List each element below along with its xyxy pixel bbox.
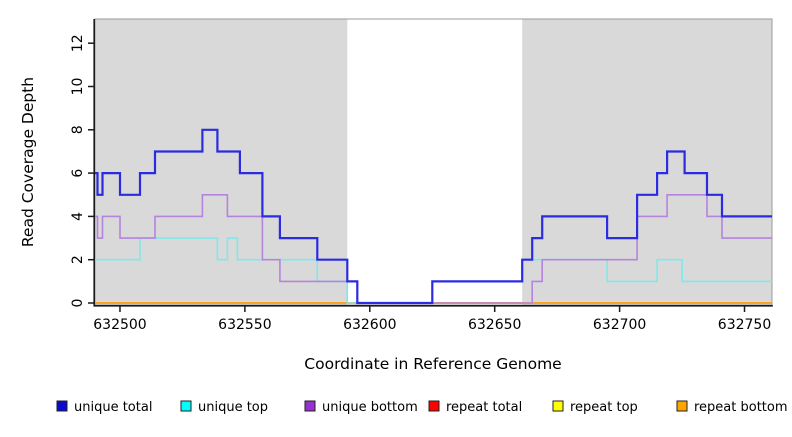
legend-swatch-repeat-bottom: [676, 400, 688, 412]
legend-swatch-unique-total: [56, 400, 68, 412]
legend-swatch-repeat-total: [428, 400, 440, 412]
legend-label-repeat-total: repeat total: [446, 400, 522, 415]
y-tick-label: 12: [70, 34, 86, 52]
legend-label-repeat-top: repeat top: [570, 400, 638, 415]
x-tick-label: 632650: [468, 317, 521, 333]
y-tick-label: 6: [70, 169, 86, 178]
axis-lines: [93, 19, 773, 307]
x-tick-label: 632500: [93, 317, 146, 333]
series-line-unique-bottom: [95, 194, 772, 304]
x-tick-label: 632750: [718, 317, 771, 333]
legend-label-repeat-bottom: repeat bottom: [694, 400, 788, 415]
y-tick-label: 4: [70, 212, 86, 221]
x-tick-label: 632700: [593, 317, 646, 333]
series-line-unique-top: [95, 237, 772, 304]
y-tick-label: 8: [70, 125, 86, 134]
legend-swatch-repeat-top: [552, 400, 564, 412]
legend-label-unique-bottom: unique bottom: [322, 400, 418, 415]
x-axis-title: Coordinate in Reference Genome: [304, 355, 561, 373]
y-tick-label: 10: [70, 78, 86, 96]
x-tick-label: 632550: [218, 317, 271, 333]
y-axis-title: Read Coverage Depth: [19, 77, 37, 247]
legend-label-unique-top: unique top: [198, 400, 268, 415]
left-shaded-region: [95, 19, 348, 305]
x-tick-label: 632600: [343, 317, 396, 333]
right-shaded-region: [522, 19, 772, 305]
legend-swatch-unique-top: [180, 400, 192, 412]
y-tick-label: 2: [70, 255, 86, 264]
legend-label-unique-total: unique total: [74, 400, 152, 415]
series-line-unique-total: [95, 128, 772, 305]
legend-swatch-unique-bottom: [304, 400, 316, 412]
y-tick-label: 0: [70, 299, 86, 308]
